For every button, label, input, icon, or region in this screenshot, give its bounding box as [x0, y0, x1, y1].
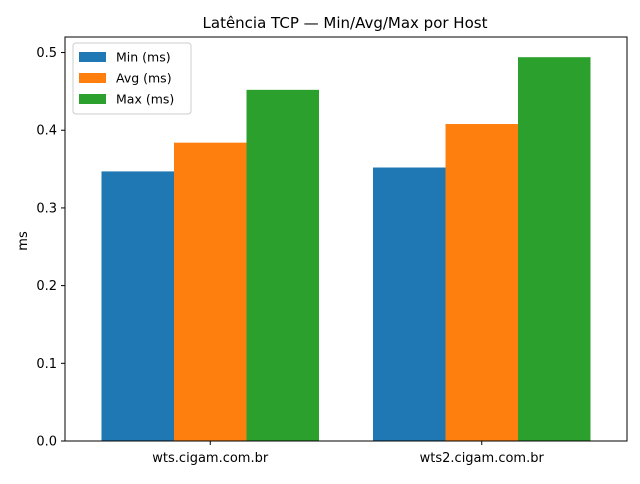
x-tick-label-0: wts.cigam.com.br — [152, 451, 269, 466]
bar-2-2 — [445, 124, 518, 442]
chart-title: Latência TCP — Min/Avg/Max por Host — [203, 14, 488, 32]
y-tick-label-3: 0.3 — [36, 201, 57, 216]
bar-1-2 — [373, 167, 446, 441]
legend-label-2: Avg (ms) — [116, 71, 172, 86]
y-tick-label-2: 0.2 — [36, 279, 57, 294]
bars-layer — [101, 57, 591, 442]
axes-layer: 0.0 0.1 0.2 0.3 0.4 0.5 wts.cigam.com.br wts2.c… — [36, 36, 628, 466]
bar-1-1 — [101, 171, 174, 441]
y-tick-label-1: 0.1 — [36, 357, 57, 372]
legend-swatch-3 — [79, 94, 106, 104]
y-tick-label-5: 0.5 — [36, 46, 57, 61]
legend-label-1: Min (ms) — [116, 50, 171, 65]
bar-3-1 — [246, 89, 319, 441]
legend-swatch-1 — [79, 52, 106, 62]
legend-swatch-2 — [79, 73, 106, 83]
y-tick-label-0: 0.0 — [36, 435, 57, 450]
legend-label-3: Max (ms) — [116, 92, 174, 107]
bar-2-1 — [174, 142, 247, 441]
bar-3-2 — [518, 57, 591, 441]
y-tick-label-4: 0.4 — [36, 124, 57, 139]
x-tick-label-1: wts2.cigam.com.br — [420, 451, 545, 466]
legend: Min (ms) Avg (ms) Max (ms) — [72, 42, 192, 115]
y-axis-title: ms — [16, 231, 31, 251]
plot-frame — [64, 36, 628, 442]
